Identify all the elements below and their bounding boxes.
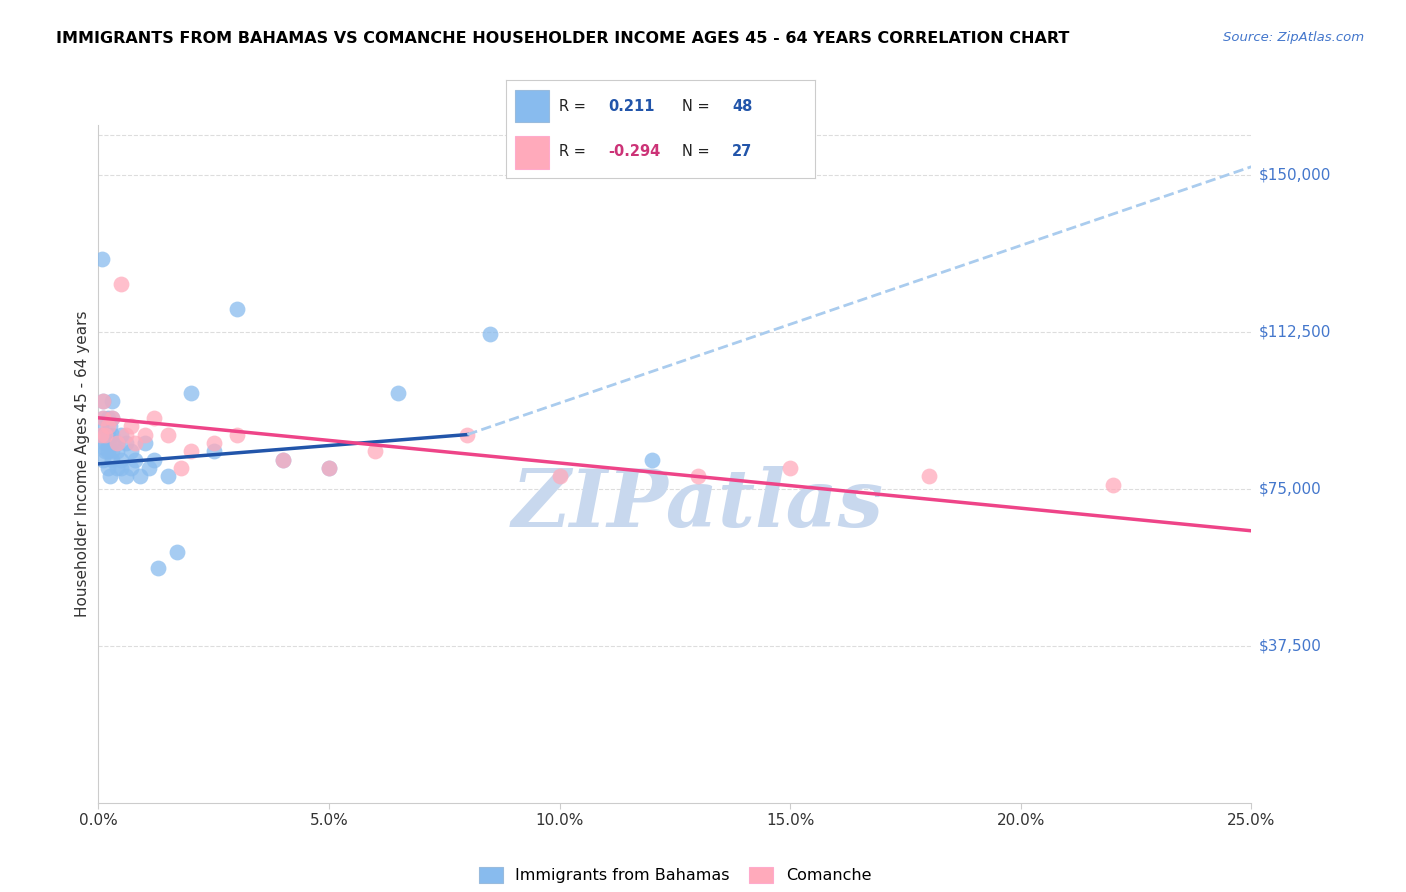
- Point: [170, 461, 193, 475]
- Text: ZIPatlas: ZIPatlas: [512, 466, 884, 543]
- Point: [97, 427, 120, 442]
- Point: [94, 436, 117, 450]
- Point: [91, 427, 114, 442]
- Point: [110, 427, 132, 442]
- Point: [120, 419, 142, 434]
- Point: [142, 410, 165, 425]
- Point: [202, 436, 225, 450]
- Point: [110, 277, 132, 291]
- Point: [97, 436, 120, 450]
- Point: [115, 436, 138, 450]
- Text: $37,500: $37,500: [1258, 639, 1322, 653]
- Point: [91, 410, 114, 425]
- Point: [101, 452, 124, 467]
- Point: [97, 461, 120, 475]
- Point: [548, 469, 571, 483]
- Point: [105, 444, 128, 458]
- Point: [148, 561, 170, 575]
- Point: [318, 461, 340, 475]
- Point: [124, 452, 146, 467]
- Point: [156, 427, 179, 442]
- Point: [156, 469, 179, 483]
- Point: [456, 427, 478, 442]
- Point: [134, 436, 156, 450]
- Point: [202, 444, 225, 458]
- Text: N =: N =: [682, 99, 710, 114]
- Point: [138, 461, 160, 475]
- Point: [98, 469, 121, 483]
- Text: R =: R =: [558, 145, 586, 160]
- Point: [318, 461, 340, 475]
- Bar: [516, 136, 550, 169]
- Text: -0.294: -0.294: [609, 145, 661, 160]
- Point: [94, 444, 117, 458]
- Point: [97, 410, 120, 425]
- Point: [105, 436, 128, 450]
- Point: [105, 461, 128, 475]
- Point: [1102, 477, 1125, 491]
- Text: Source: ZipAtlas.com: Source: ZipAtlas.com: [1223, 31, 1364, 45]
- Point: [225, 427, 247, 442]
- Text: 27: 27: [733, 145, 752, 160]
- Point: [271, 452, 294, 467]
- Point: [91, 410, 114, 425]
- Point: [641, 452, 664, 467]
- Text: $150,000: $150,000: [1258, 168, 1330, 183]
- Point: [129, 469, 152, 483]
- Text: 48: 48: [733, 99, 752, 114]
- Point: [101, 427, 124, 442]
- Point: [91, 452, 114, 467]
- Point: [90, 252, 112, 266]
- Point: [98, 419, 121, 434]
- Point: [479, 327, 502, 342]
- Point: [115, 427, 138, 442]
- Point: [120, 461, 142, 475]
- Point: [142, 452, 165, 467]
- Point: [101, 436, 124, 450]
- Point: [97, 444, 120, 458]
- Point: [90, 419, 112, 434]
- Point: [779, 461, 801, 475]
- Point: [124, 436, 146, 450]
- Point: [101, 394, 124, 409]
- Point: [91, 440, 114, 454]
- Text: 0.211: 0.211: [609, 99, 655, 114]
- Text: N =: N =: [682, 145, 710, 160]
- Point: [134, 427, 156, 442]
- Point: [686, 469, 709, 483]
- Bar: [516, 90, 550, 122]
- Point: [387, 385, 409, 400]
- Point: [917, 469, 939, 483]
- Text: IMMIGRANTS FROM BAHAMAS VS COMANCHE HOUSEHOLDER INCOME AGES 45 - 64 YEARS CORREL: IMMIGRANTS FROM BAHAMAS VS COMANCHE HOUS…: [56, 31, 1070, 46]
- Point: [110, 452, 132, 467]
- Point: [94, 427, 117, 442]
- Point: [225, 301, 247, 316]
- Point: [105, 436, 128, 450]
- Text: $112,500: $112,500: [1258, 325, 1330, 340]
- Point: [110, 461, 132, 475]
- Point: [271, 452, 294, 467]
- Point: [101, 410, 124, 425]
- Point: [101, 410, 124, 425]
- Point: [91, 394, 114, 409]
- Point: [91, 394, 114, 409]
- Point: [166, 545, 188, 559]
- Text: R =: R =: [558, 99, 586, 114]
- Point: [120, 444, 142, 458]
- Y-axis label: Householder Income Ages 45 - 64 years: Householder Income Ages 45 - 64 years: [75, 310, 90, 617]
- Point: [90, 427, 112, 442]
- Point: [180, 385, 202, 400]
- Text: $75,000: $75,000: [1258, 482, 1322, 497]
- Point: [180, 444, 202, 458]
- Point: [101, 444, 124, 458]
- Point: [115, 469, 138, 483]
- Legend: Immigrants from Bahamas, Comanche: Immigrants from Bahamas, Comanche: [472, 861, 877, 889]
- Point: [97, 419, 120, 434]
- Point: [364, 444, 387, 458]
